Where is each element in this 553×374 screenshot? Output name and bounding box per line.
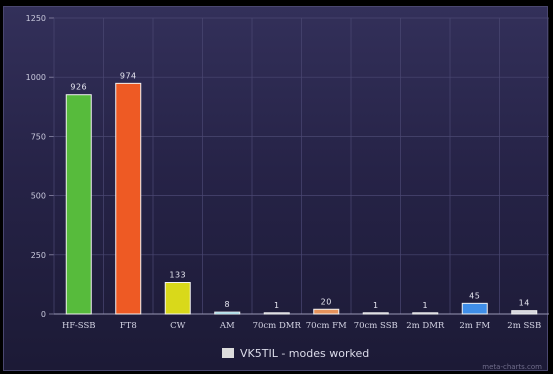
bar-chart: 0 250 500 750 1000 1250 926 974 133 8 1 20 1 1 45 14 H… [26,14,549,371]
bar [115,82,142,315]
data-label: 974 [120,71,137,80]
x-category-label: HF-SSB [62,321,96,331]
data-label: 20 [321,297,332,306]
y-axis-ticks: 0 250 500 750 1000 1250 [26,14,46,319]
bar [362,312,389,315]
x-category-label: CW [170,321,186,331]
legend[interactable]: VK5TIL - modes worked [222,347,369,360]
y-tick-label: 1250 [26,14,46,23]
data-label: 926 [70,83,87,92]
bar [313,308,340,315]
x-category-label: FT8 [120,321,137,331]
bar [461,302,488,315]
bar [511,310,538,315]
y-tick-label: 0 [41,310,46,319]
x-axis-labels: HF-SSB FT8 CW AM 70cm DMR 70cm FM 70cm SSB 2m D… [62,321,541,331]
data-label: 1 [422,301,428,310]
bar [214,311,241,315]
bar [263,312,290,315]
chart-frame: 0 250 500 750 1000 1250 926 974 133 8 1 20 1 1 45 14 H… [3,6,549,371]
x-category-label: 2m DMR [406,321,445,331]
bars [65,82,538,315]
data-label: 133 [169,271,186,280]
data-label: 45 [469,291,480,300]
y-tick-label: 500 [31,192,46,201]
watermark: meta-charts.com [482,363,542,371]
data-label: 1 [274,301,280,310]
y-tick-label: 1000 [26,73,46,82]
x-category-label: 70cm SSB [354,321,398,331]
x-category-label: AM [219,321,235,331]
legend-label: VK5TIL - modes worked [240,347,369,360]
data-label: 8 [224,300,230,309]
x-category-label: 70cm DMR [253,321,302,331]
data-label: 14 [519,299,530,308]
x-category-label: 70cm FM [306,321,347,331]
legend-swatch [222,348,234,358]
y-tick-label: 750 [31,132,46,141]
bar [65,94,92,315]
data-labels: 926 974 133 8 1 20 1 1 45 14 [70,71,529,309]
bar [164,282,191,315]
data-label: 1 [373,301,379,310]
x-category-label: 2m FM [459,321,490,331]
y-tick-label: 250 [31,251,46,260]
bar [412,312,439,315]
x-category-label: 2m SSB [507,321,541,331]
